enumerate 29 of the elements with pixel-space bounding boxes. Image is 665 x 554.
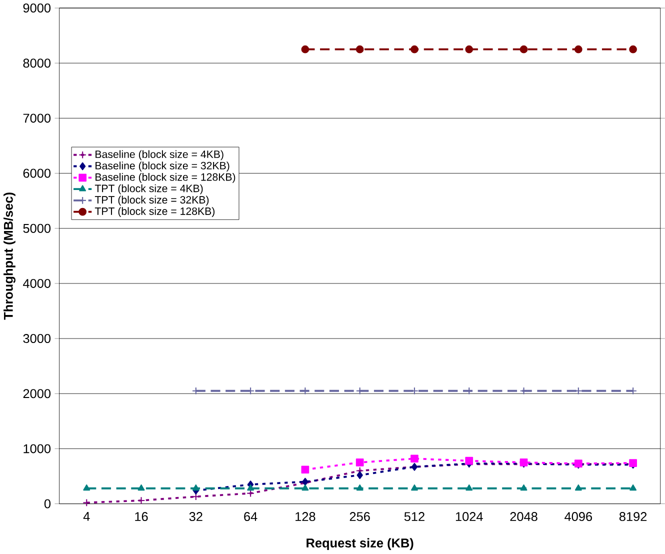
x-tick-label: 8192 [619, 512, 647, 522]
y-tick-label: 2000 [23, 389, 51, 398]
legend-label: Baseline (block size = 32KB) [96, 162, 230, 172]
x-axis-title: Request size (KB) [306, 538, 414, 550]
y-tick-label: 9000 [23, 4, 51, 13]
y-tick-label: 6000 [23, 169, 51, 178]
x-tick-label: 64 [244, 512, 258, 522]
y-tick-label: 1000 [24, 444, 51, 454]
legend-label: TPT (block size = 32KB) [94, 196, 209, 206]
x-tick-label: 16 [135, 512, 148, 522]
y-tick-label: 4000 [23, 279, 51, 288]
x-tick-label: 512 [404, 512, 424, 522]
y-tick-label: 5000 [23, 224, 51, 234]
x-tick-label: 4 [83, 512, 90, 522]
legend-label: Baseline (block size = 4KB) [96, 150, 224, 160]
y-tick-label: 8000 [23, 58, 51, 68]
y-tick-label: 7000 [23, 114, 51, 123]
x-tick-label: 2048 [510, 512, 538, 522]
x-tick-label: 256 [350, 512, 370, 522]
x-tick-label: 4096 [564, 512, 592, 522]
legend-label: Baseline (block size = 128KB) [96, 173, 236, 184]
legend-label: TPT (block size = 128KB) [94, 207, 214, 218]
x-tick-label: 128 [296, 512, 316, 522]
x-tick-label: 1024 [456, 512, 483, 522]
y-axis-title: Throughput (MB/sec) [4, 192, 16, 320]
legend-label: TPT (block size = 4KB) [94, 184, 203, 194]
x-tick-label: 32 [189, 512, 202, 522]
y-tick-label: 3000 [23, 334, 51, 344]
y-tick-label: 0 [44, 500, 51, 508]
